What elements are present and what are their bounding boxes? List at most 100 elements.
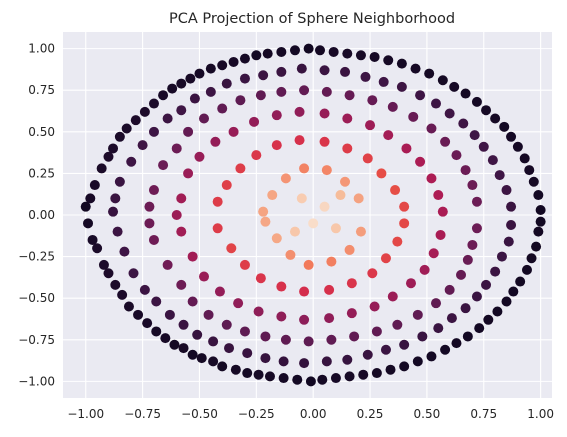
scatter-point	[319, 201, 330, 212]
scatter-point	[221, 180, 232, 191]
scatter-point	[205, 86, 216, 97]
scatter-point	[160, 333, 171, 344]
scatter-point	[369, 51, 380, 62]
scatter-point	[342, 113, 353, 124]
scatter-point	[376, 168, 387, 179]
scatter-point	[494, 170, 505, 181]
scatter-point	[178, 343, 189, 354]
scatter-point	[506, 131, 517, 142]
scatter-point	[192, 329, 203, 340]
scatter-point	[112, 226, 123, 237]
scatter-point	[362, 153, 373, 164]
scatter-point	[187, 349, 198, 360]
scatter-point	[440, 344, 451, 355]
y-axis-ticks: 1.00 0.75 0.50 0.25 0.00 −0.25 −0.50 −0.75 −1.00	[18, 42, 55, 389]
scatter-point	[296, 193, 307, 204]
scatter-point	[169, 339, 180, 350]
scatter-point	[289, 45, 300, 56]
scatter-point	[260, 353, 271, 364]
scatter-point	[317, 374, 328, 385]
scatter-point	[492, 306, 503, 317]
scatter-point	[294, 135, 305, 146]
scatter-point	[335, 190, 346, 201]
scatter-point	[299, 314, 310, 325]
scatter-point	[471, 196, 482, 207]
scatter-point	[346, 308, 357, 319]
scatter-point	[412, 356, 423, 367]
scatter-point	[214, 286, 225, 297]
scatter-point	[280, 173, 291, 184]
scatter-point	[230, 364, 241, 375]
scatter-point	[299, 358, 310, 369]
scatter-point	[531, 241, 542, 252]
scatter-point	[315, 45, 326, 56]
scatter-point	[478, 141, 489, 152]
scatter-point	[358, 369, 369, 380]
scatter-point	[114, 176, 125, 187]
scatter-point	[319, 65, 330, 76]
scatter-point	[280, 334, 291, 345]
scatter-point	[126, 156, 137, 167]
scatter-point	[355, 50, 366, 61]
scatter-point	[324, 284, 335, 295]
scatter-point	[417, 331, 428, 342]
scatter-point	[103, 268, 114, 279]
scatter-point	[103, 151, 114, 162]
scatter-point	[271, 233, 282, 244]
scatter-point	[224, 343, 235, 354]
scatter-point	[210, 136, 221, 147]
scatter-point	[276, 66, 287, 77]
scatter-point	[535, 216, 546, 227]
scatter-point	[410, 63, 421, 74]
scatter-point	[228, 126, 239, 137]
scatter-point	[137, 140, 148, 151]
scatter-point	[471, 291, 482, 302]
x-tick-label: −0.25	[238, 407, 275, 421]
scatter-point	[321, 356, 332, 367]
scatter-point	[205, 63, 216, 74]
scatter-point	[380, 344, 391, 355]
scatter-point	[285, 249, 296, 260]
scatter-point	[326, 256, 337, 267]
scatter-point	[528, 176, 539, 187]
scatter-point	[385, 364, 396, 375]
scatter-point	[158, 160, 169, 171]
chart-title: PCA Projection of Sphere Neighborhood	[169, 11, 455, 27]
x-tick-label: −1.00	[67, 407, 104, 421]
scatter-point	[342, 143, 353, 154]
scatter-point	[171, 210, 182, 220]
scatter-point	[340, 176, 351, 187]
scatter-point	[271, 140, 282, 151]
scatter-point	[365, 120, 376, 131]
scatter-point	[508, 286, 519, 297]
scatter-point	[176, 226, 187, 237]
scatter-point	[114, 131, 125, 142]
x-tick-label: −0.75	[124, 407, 161, 421]
scatter-point	[405, 278, 416, 289]
scatter-point	[344, 371, 355, 382]
scatter-point	[239, 326, 250, 337]
scatter-point	[367, 268, 378, 279]
scatter-point	[176, 279, 187, 290]
scatter-point	[98, 259, 109, 270]
scatter-point	[303, 259, 314, 270]
scatter-point	[151, 326, 162, 337]
scatter-point	[440, 136, 451, 147]
scatter-point	[424, 68, 435, 79]
scatter-point	[183, 168, 194, 179]
scatter-point	[401, 143, 412, 154]
y-tick-label: −0.50	[18, 291, 55, 305]
scatter-point	[217, 361, 228, 372]
scatter-point	[278, 356, 289, 367]
scatter-point	[431, 298, 442, 309]
scatter-point	[187, 296, 198, 307]
scatter-point	[346, 278, 357, 289]
scatter-point	[144, 218, 155, 229]
scatter-point	[176, 105, 187, 116]
scatter-point	[399, 218, 410, 229]
scatter-point	[185, 73, 196, 84]
x-tick-label: 0.75	[470, 407, 497, 421]
scatter-point	[474, 323, 485, 334]
scatter-point	[521, 264, 532, 275]
scatter-point	[344, 90, 355, 101]
